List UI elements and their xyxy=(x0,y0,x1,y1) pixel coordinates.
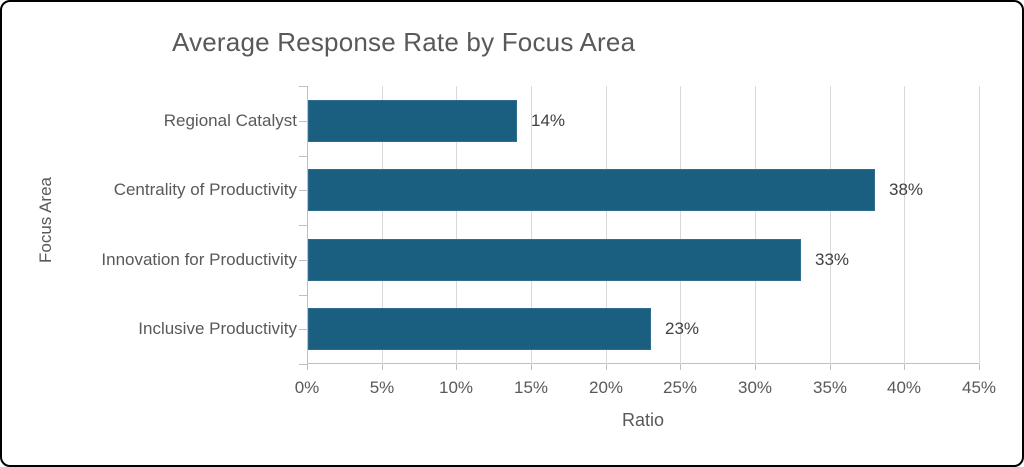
x-axis-line xyxy=(307,363,979,364)
data-label-innovation-for-productivity: 33% xyxy=(815,250,850,269)
y-axis-tick xyxy=(299,121,307,122)
x-axis-tick xyxy=(382,364,383,370)
category-axis-labels: Regional Catalyst Centrality of Productiv… xyxy=(42,86,297,364)
category-label-inclusive-productivity: Inclusive Productivity xyxy=(138,319,297,338)
gridline xyxy=(531,86,532,364)
x-axis-tick xyxy=(830,364,831,370)
data-label-regional-catalyst: 14% xyxy=(531,111,566,130)
gridline xyxy=(680,86,681,364)
x-axis-tick-label: 20% xyxy=(588,378,624,397)
x-axis-tick xyxy=(456,364,457,370)
bar-inclusive-productivity xyxy=(308,308,651,350)
x-axis-tick-label: 40% xyxy=(886,378,922,397)
gridline xyxy=(830,86,831,364)
gridline xyxy=(382,86,383,364)
chart-title: Average Response Rate by Focus Area xyxy=(172,27,636,57)
x-axis-tick-label: 25% xyxy=(662,378,698,397)
x-axis-tick xyxy=(531,364,532,370)
gridline xyxy=(755,86,756,364)
gridline xyxy=(606,86,607,364)
x-axis-tick-label: 15% xyxy=(513,378,549,397)
y-axis-tick xyxy=(299,225,307,226)
y-axis-tick xyxy=(299,329,307,330)
y-axis-tick xyxy=(299,156,307,157)
x-axis-tick xyxy=(606,364,607,370)
category-label-centrality-of-productivity: Centrality of Productivity xyxy=(113,180,297,199)
x-axis-tick-label: 0% xyxy=(294,378,320,397)
gridline xyxy=(456,86,457,364)
y-axis-tick xyxy=(299,260,307,261)
gridline xyxy=(904,86,905,364)
x-axis-tick-label: 35% xyxy=(812,378,848,397)
x-axis-tick-label: 10% xyxy=(438,378,474,397)
x-axis-tick-label: 30% xyxy=(737,378,773,397)
x-axis-tick xyxy=(979,364,980,370)
category-label-regional-catalyst: Regional Catalyst xyxy=(163,111,297,130)
x-axis-tick xyxy=(755,364,756,370)
x-axis-tick-label: 5% xyxy=(369,378,395,397)
bar-innovation-for-productivity xyxy=(308,239,801,281)
y-axis-tick xyxy=(299,190,307,191)
x-axis-tick xyxy=(680,364,681,370)
y-axis-tick xyxy=(299,364,307,365)
plot-area: Ratio 0% 5% 10% 15% 20% 25% 30% 35% 40% 45% 14% 38%… xyxy=(295,86,996,430)
bar-regional-catalyst xyxy=(308,100,517,142)
category-label-innovation-for-productivity: Innovation for Productivity xyxy=(101,250,297,269)
y-axis-tick xyxy=(299,86,307,87)
x-axis-tick xyxy=(904,364,905,370)
bar-centrality-of-productivity xyxy=(308,169,875,211)
data-label-centrality-of-productivity: 38% xyxy=(889,180,924,199)
x-axis-title: Ratio xyxy=(621,410,665,430)
gridline xyxy=(979,86,980,364)
y-axis-line xyxy=(307,86,308,364)
x-axis-tick xyxy=(307,364,308,370)
data-label-inclusive-productivity: 23% xyxy=(665,319,700,338)
y-axis-tick xyxy=(299,295,307,296)
x-axis-tick-label: 45% xyxy=(961,378,997,397)
